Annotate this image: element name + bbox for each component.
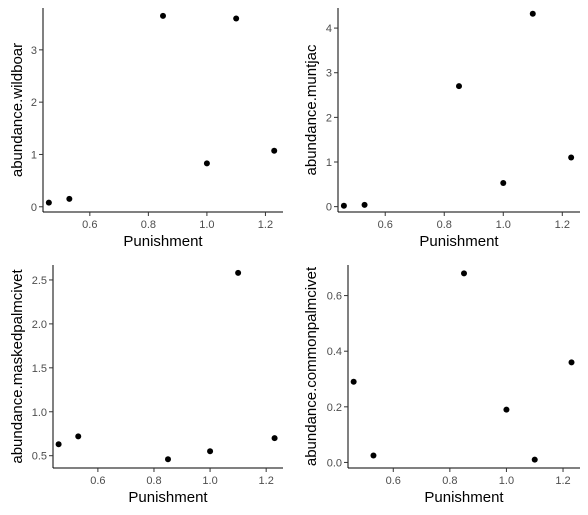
- y-tick-label: 0.4: [327, 346, 342, 358]
- x-axis-title: Punishment: [419, 233, 499, 250]
- data-point: [165, 456, 171, 463]
- x-tick-label: 1.2: [258, 219, 273, 231]
- x-tick-label: 0.6: [90, 475, 105, 487]
- data-point: [66, 195, 73, 202]
- data-point: [370, 452, 377, 459]
- data-point: [456, 83, 462, 90]
- x-tick-label: 1.2: [259, 475, 274, 487]
- y-axis-title: abundance.wildboar: [9, 43, 26, 177]
- x-tick-label: 0.8: [442, 475, 457, 487]
- data-point: [45, 199, 52, 206]
- data-point: [271, 147, 278, 154]
- x-tick-label: 0.6: [82, 219, 97, 231]
- x-tick-label: 1.0: [202, 475, 217, 487]
- y-tick-label: 0.0: [327, 457, 342, 469]
- data-point: [350, 378, 357, 385]
- data-point: [568, 359, 575, 366]
- panel-wildboar: 0.6 0.8 1.0 1.2 0 1 2 3 Punishment abundance.wild…: [9, 8, 283, 250]
- panel-maskedpalmcivet: 0.6 0.8 1.0 1.2 0.5 1.0 1.5 2.0 2.5 Punishment abu…: [9, 265, 283, 506]
- data-point: [55, 441, 62, 448]
- data-point: [235, 269, 242, 276]
- data-point: [340, 202, 347, 209]
- data-point: [531, 456, 538, 463]
- data-point: [75, 433, 82, 440]
- data-point: [233, 15, 240, 22]
- y-tick-label: 2: [326, 112, 332, 124]
- data-point: [568, 154, 575, 161]
- y-tick-label: 1: [31, 149, 37, 161]
- data-point: [203, 160, 210, 167]
- data-point: [461, 270, 467, 277]
- y-tick-label: 0: [31, 202, 37, 214]
- y-axis-title: abundance.commonpalmcivet: [303, 266, 320, 466]
- data-point: [529, 10, 536, 17]
- y-tick-label: 0.2: [327, 402, 342, 414]
- data-point: [160, 12, 166, 19]
- x-axis-title: Punishment: [424, 489, 504, 506]
- y-tick-label: 0.5: [32, 451, 47, 463]
- x-tick-label: 1.0: [199, 219, 214, 231]
- data-point: [361, 201, 368, 208]
- y-tick-label: 1.0: [32, 407, 47, 419]
- x-tick-label: 0.8: [141, 219, 156, 231]
- x-axis-title: Punishment: [128, 489, 208, 506]
- y-tick-label: 2: [31, 97, 37, 109]
- data-point: [503, 406, 510, 413]
- y-tick-label: 1: [326, 157, 332, 169]
- y-tick-label: 2.0: [32, 319, 47, 331]
- x-tick-label: 0.6: [386, 475, 401, 487]
- y-tick-label: 0.6: [327, 291, 342, 303]
- panel-commonpalmcivet: 0.6 0.8 1.0 1.2 0.0 0.2 0.4 0.6 Punishment abunda…: [303, 265, 580, 506]
- y-tick-label: 4: [326, 23, 332, 35]
- x-axis-title: Punishment: [123, 233, 203, 250]
- y-tick-label: 3: [31, 45, 37, 57]
- x-tick-label: 1.2: [555, 475, 570, 487]
- y-axis-title: abundance.muntjac: [303, 44, 320, 175]
- x-tick-label: 0.6: [378, 219, 393, 231]
- panel-muntjac: 0.6 0.8 1.0 1.2 0 1 2 3 4 Punishment abundance.mun…: [303, 8, 580, 250]
- data-point: [207, 448, 214, 455]
- y-tick-label: 0: [326, 202, 332, 214]
- y-tick-label: 3: [326, 68, 332, 80]
- x-tick-label: 0.8: [146, 475, 161, 487]
- y-tick-label: 2.5: [32, 275, 47, 287]
- y-axis-title: abundance.maskedpalmcivet: [9, 269, 26, 464]
- x-tick-label: 1.2: [555, 219, 570, 231]
- data-point: [500, 179, 507, 186]
- x-tick-label: 0.8: [437, 219, 452, 231]
- y-tick-label: 1.5: [32, 363, 47, 375]
- x-tick-label: 1.0: [496, 219, 511, 231]
- data-point: [271, 435, 278, 442]
- x-tick-label: 1.0: [499, 475, 514, 487]
